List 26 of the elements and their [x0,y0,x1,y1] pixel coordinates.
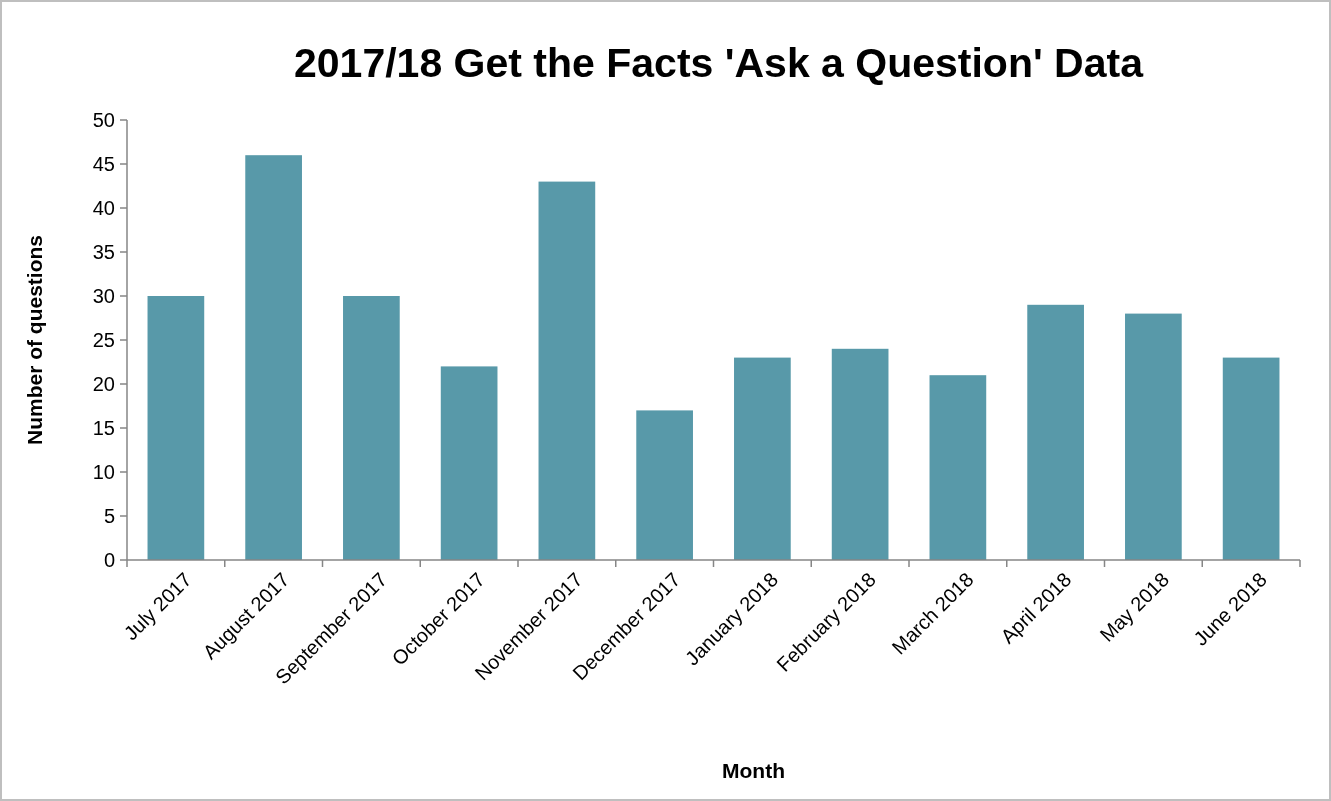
y-tick-label: 20 [92,373,115,395]
bar [245,155,302,560]
y-tick-label: 30 [92,285,115,307]
bar [929,375,987,560]
bar [538,181,596,560]
bar [1222,357,1280,560]
bar [636,410,693,560]
y-tick-label: 45 [92,153,115,175]
y-tick-label: 10 [92,461,115,483]
x-axis-title: Month [722,759,785,782]
chart-title: 2017/18 Get the Facts 'Ask a Question' Data [294,40,1145,86]
bar [147,296,205,560]
y-tick-label: 35 [92,241,115,263]
bar [1027,304,1084,560]
bar [734,357,791,560]
bar [440,366,498,560]
bar [343,296,400,560]
y-tick-label: 5 [103,505,115,527]
bar [1125,313,1182,560]
y-tick-label: 40 [92,197,115,219]
bar [831,348,889,560]
y-tick-label: 15 [92,417,115,439]
y-axis-title: Number of questions [23,234,46,446]
y-tick-label: 50 [92,109,115,131]
y-tick-label: 25 [92,329,115,351]
y-tick-label: 0 [103,549,115,571]
